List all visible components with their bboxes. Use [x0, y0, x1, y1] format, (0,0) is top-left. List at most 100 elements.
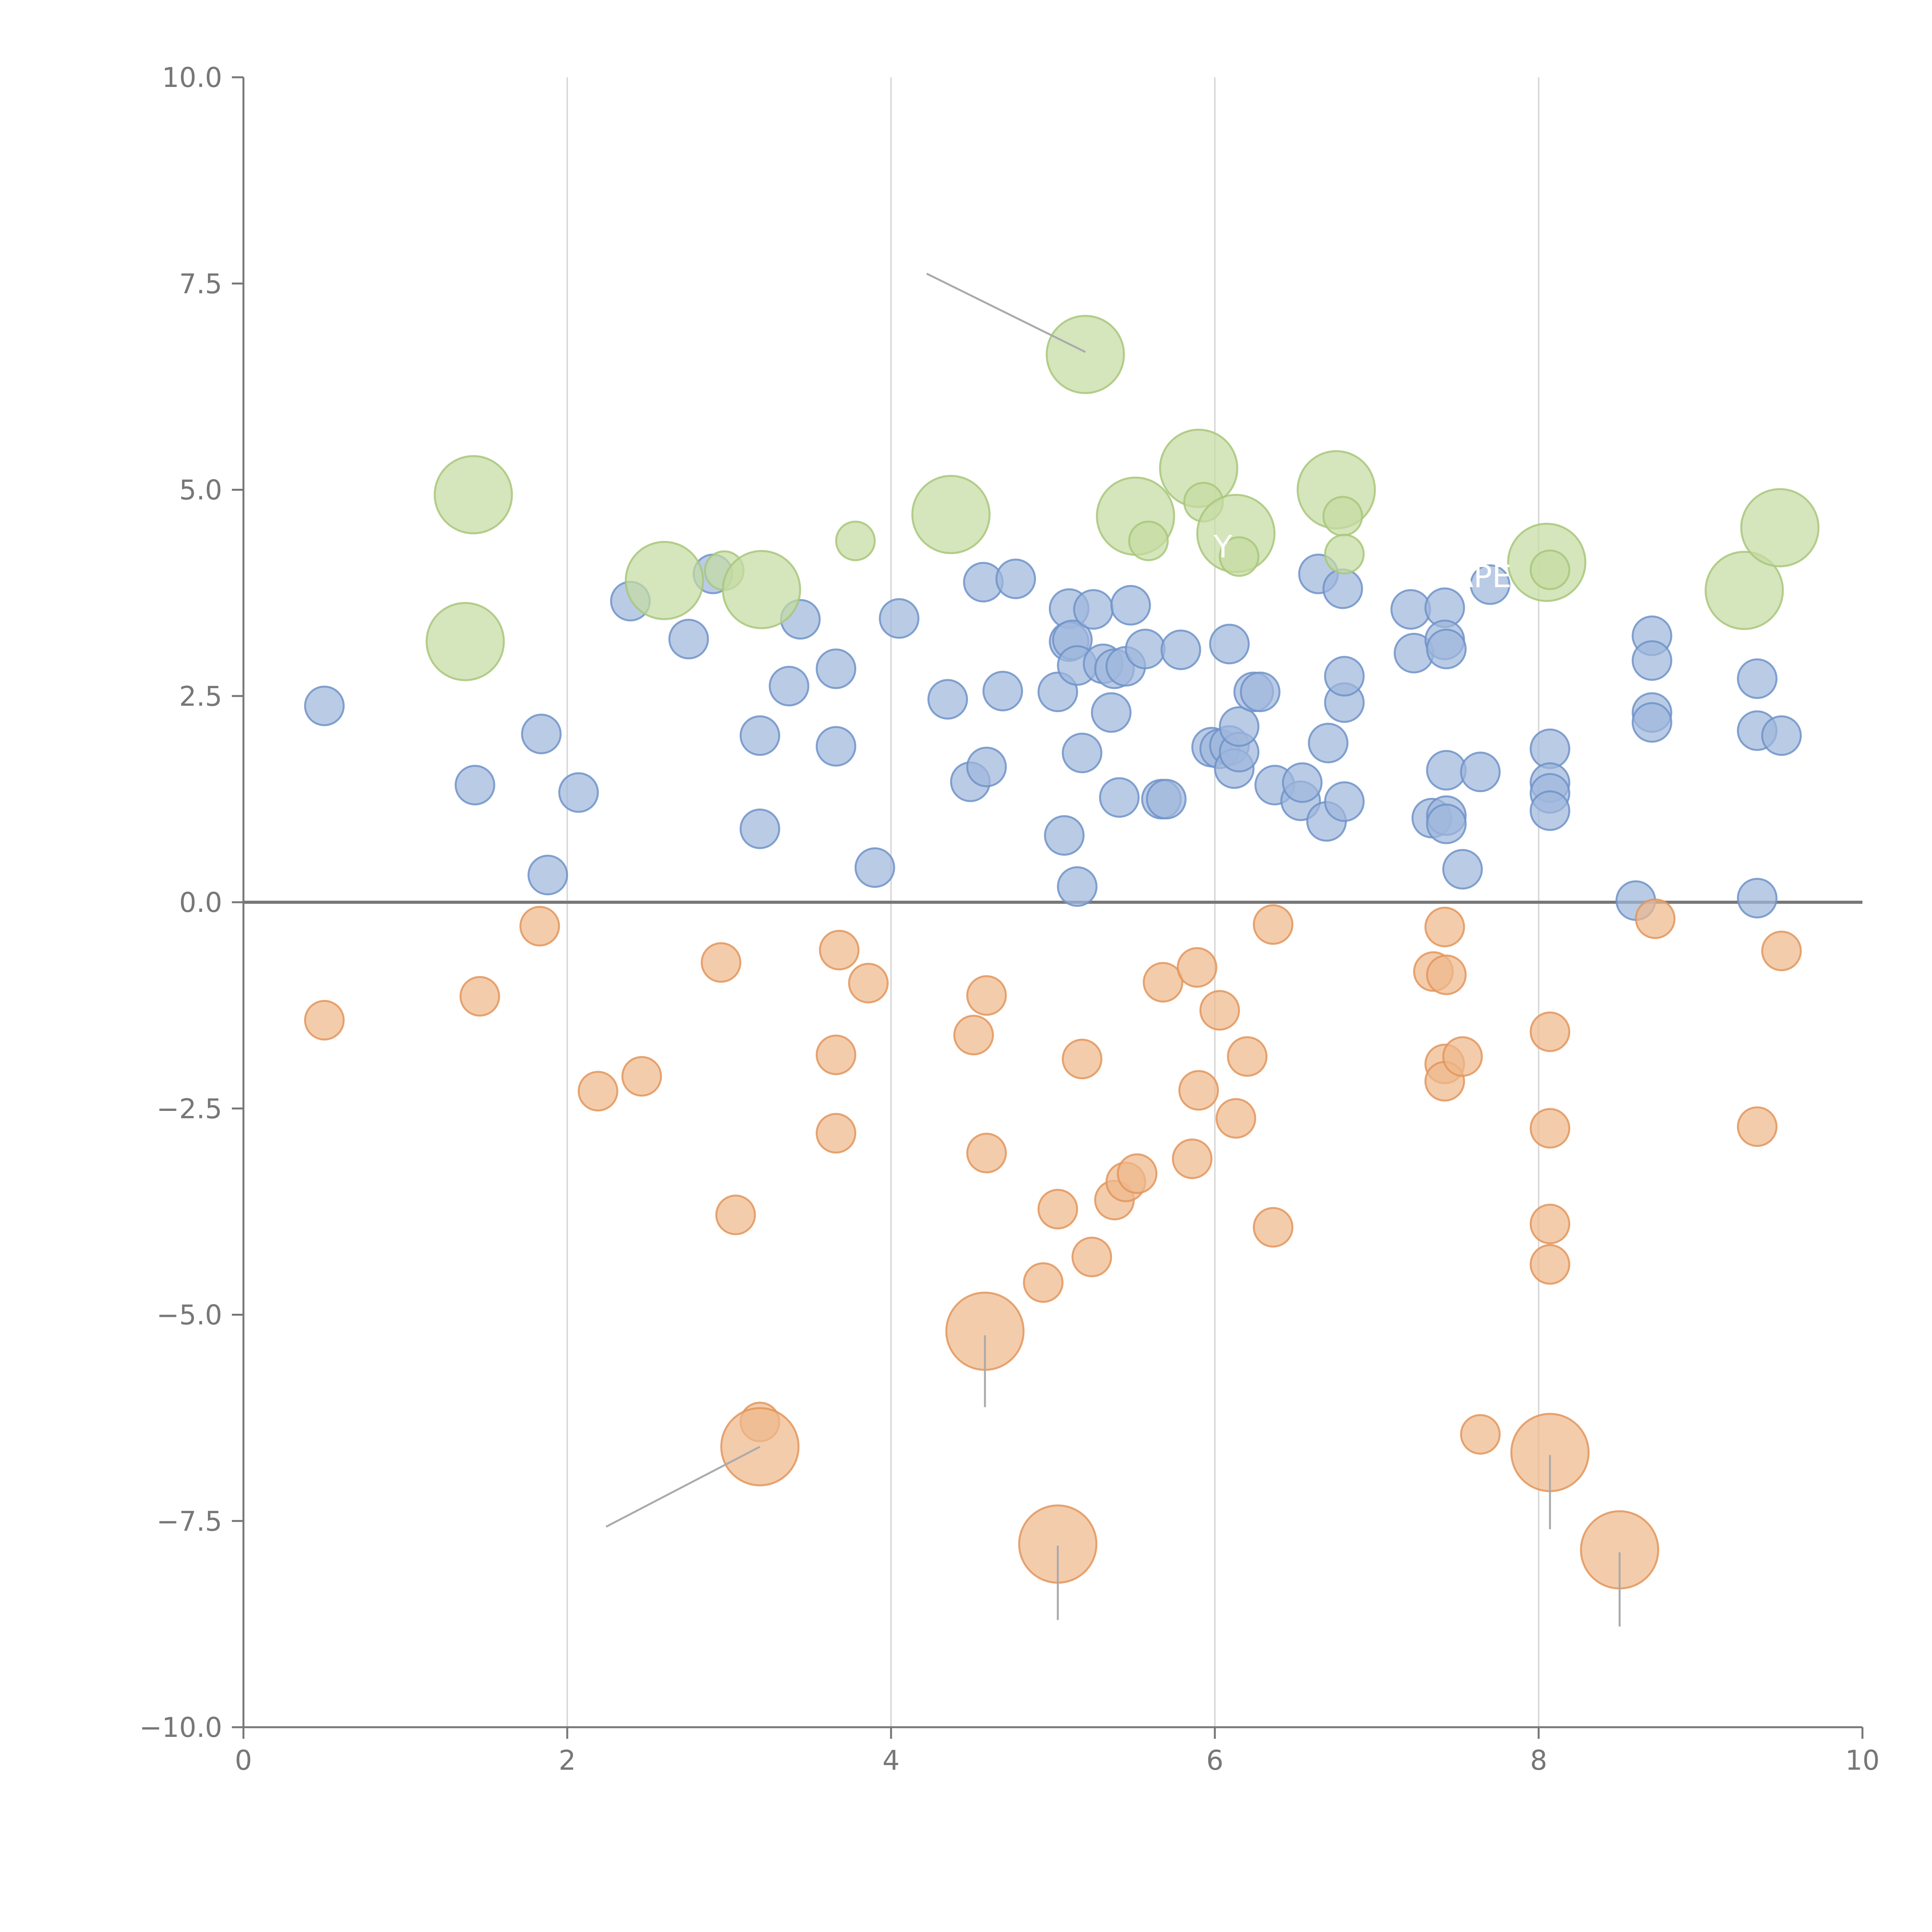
annotation-label: C	[1670, 614, 1692, 650]
data-point-highlighted	[434, 455, 513, 534]
data-point-negative	[1227, 1036, 1268, 1077]
data-point-negative	[1215, 1098, 1256, 1139]
data-point-negative	[1426, 954, 1467, 995]
data-point-negative	[1253, 904, 1294, 945]
data-point-negative	[1529, 1204, 1570, 1245]
data-point-negative	[1529, 1244, 1570, 1285]
leader-line	[605, 1446, 760, 1528]
data-point-negative	[966, 1133, 1007, 1173]
data-point-negative	[1023, 1262, 1064, 1303]
data-point-negative	[1061, 1039, 1102, 1080]
data-point-highlighted	[1704, 551, 1784, 630]
data-point-positive	[521, 713, 562, 754]
data-point-positive	[1529, 790, 1570, 831]
data-point-highlighted	[1128, 520, 1169, 561]
y-tick-label: 10.0	[162, 62, 222, 94]
data-point-negative	[1178, 1070, 1219, 1111]
y-tick-label: −5.0	[156, 1299, 222, 1331]
data-point-negative	[966, 975, 1007, 1016]
data-point-positive	[1737, 878, 1778, 918]
data-point-positive	[1631, 702, 1672, 743]
data-point-highlighted	[722, 550, 801, 629]
data-point-highlighted	[1322, 496, 1363, 537]
data-point-positive	[454, 765, 495, 806]
data-point-negative	[1253, 1207, 1294, 1248]
data-point-positive	[304, 685, 345, 726]
data-point-positive	[1073, 589, 1114, 630]
x-tick-label: 6	[1206, 1745, 1224, 1776]
data-point-negative	[953, 1015, 994, 1056]
leader-line	[926, 272, 1086, 353]
annotation-label: Y	[1213, 529, 1233, 565]
data-point-positive	[1390, 589, 1431, 630]
data-point-negative	[1143, 962, 1184, 1003]
data-point-negative	[1460, 1414, 1501, 1455]
x-tick-label: 10	[1845, 1745, 1879, 1776]
data-point-negative	[816, 1113, 857, 1154]
annotation-label: APE	[1452, 558, 1512, 594]
bubbles	[304, 315, 1820, 1590]
data-point-negative	[1177, 947, 1218, 988]
data-point-negative	[1071, 1236, 1112, 1277]
data-point-positive	[879, 598, 920, 639]
data-point-positive	[966, 747, 1007, 787]
data-point-positive	[1460, 752, 1501, 793]
leader-lines	[605, 272, 1621, 1627]
y-tick-label: 5.0	[179, 474, 222, 506]
data-point-highlighted	[1046, 315, 1125, 394]
data-point-positive	[769, 666, 810, 707]
data-point-positive	[1057, 866, 1098, 907]
annotation-label: C	[1147, 567, 1169, 603]
data-point-positive	[1322, 568, 1363, 609]
data-point-highlighted	[835, 520, 876, 561]
data-point-negative	[816, 1034, 857, 1075]
data-point-positive	[1529, 728, 1570, 769]
data-point-positive	[927, 679, 968, 720]
data-point-positive	[854, 847, 895, 888]
data-point-negative	[459, 976, 500, 1017]
data-point-positive	[1324, 781, 1365, 822]
data-point-positive	[1044, 815, 1085, 856]
data-point-negative	[1199, 990, 1240, 1031]
data-point-positive	[995, 558, 1036, 599]
data-point-highlighted	[425, 602, 505, 681]
y-tick-label: 0.0	[179, 887, 222, 918]
data-point-positive	[558, 772, 599, 813]
data-point-negative	[621, 1056, 662, 1097]
data-point-positive	[1099, 777, 1140, 818]
data-point-negative	[848, 963, 889, 1003]
data-point-highlighted	[1740, 488, 1820, 568]
axes: 0 2 4 6 8 10 10.0 7.5 5.0 2.5 0.0 −2.5 −5.0 −7.5 −10.0	[139, 62, 1879, 1776]
data-point-positive	[1219, 706, 1260, 747]
data-point-positive	[1426, 629, 1467, 670]
x-tick-label: 8	[1530, 1745, 1548, 1776]
data-point-positive	[740, 715, 781, 756]
data-point-positive	[1426, 803, 1467, 844]
data-point-negative	[701, 942, 742, 983]
x-tick-label: 0	[235, 1745, 252, 1776]
data-point-positive	[1110, 585, 1151, 626]
x-tick-label: 2	[559, 1745, 576, 1776]
x-tick-label: 4	[883, 1745, 900, 1776]
data-point-positive	[1308, 723, 1349, 764]
data-point-positive	[740, 808, 781, 849]
data-point-positive	[1737, 658, 1778, 699]
data-point-positive	[668, 619, 709, 660]
y-tick-label: −2.5	[156, 1093, 222, 1125]
data-point-positive	[1125, 629, 1166, 670]
data-point-negative	[519, 906, 560, 947]
data-point-negative	[1442, 1036, 1483, 1077]
data-point-positive	[1442, 849, 1483, 890]
y-tick-label: 7.5	[179, 268, 222, 300]
data-point-negative	[1424, 906, 1465, 947]
data-point-negative	[578, 1071, 619, 1112]
data-point-negative	[1117, 1153, 1158, 1194]
y-tick-label: 2.5	[179, 680, 222, 712]
data-point-highlighted	[1529, 549, 1570, 590]
data-point-positive	[1426, 750, 1467, 791]
annotations: APE C Y C	[1147, 529, 1692, 650]
data-point-positive	[816, 726, 857, 767]
data-point-negative	[1761, 930, 1802, 971]
